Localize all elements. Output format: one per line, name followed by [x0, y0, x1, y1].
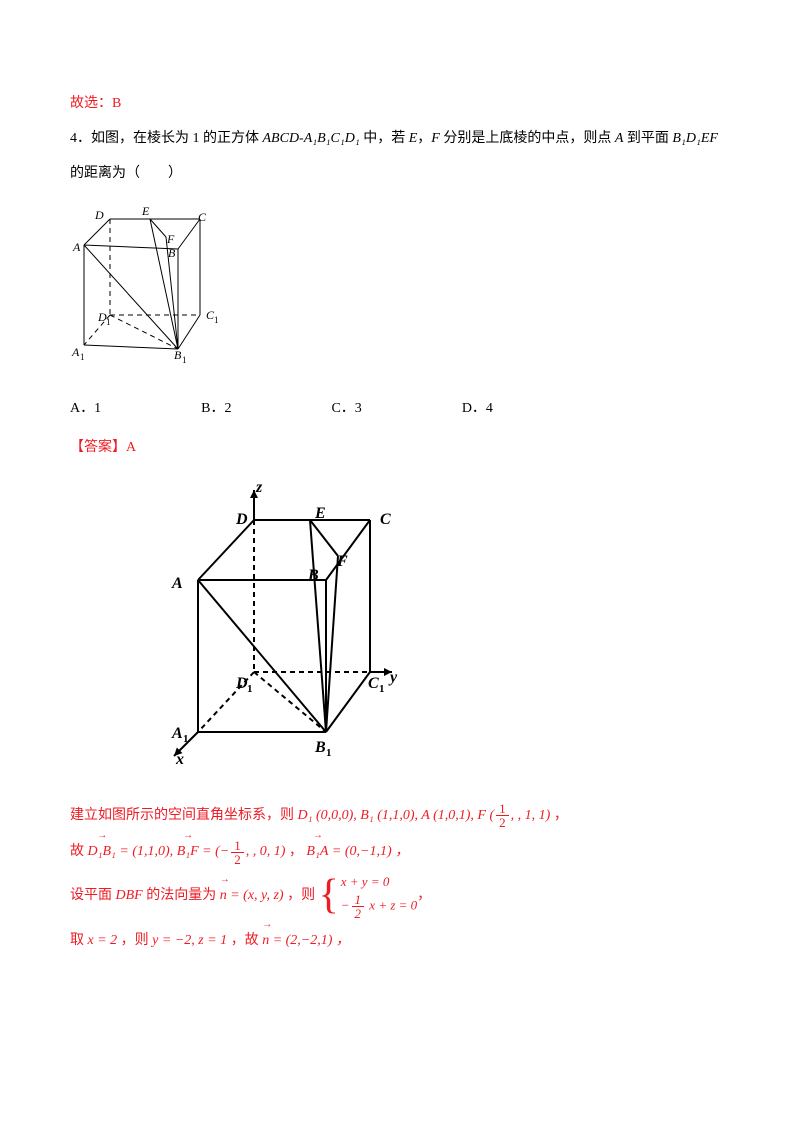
svg-text:A: A: [72, 240, 81, 254]
sol1-post-t: , 1, 1: [518, 808, 546, 823]
svg-text:E: E: [141, 204, 150, 218]
sol4-m1: ，则: [117, 933, 152, 948]
sol2-v3v: = (0,−1,1) ，: [328, 844, 409, 859]
sys-row2: −12 x + z = 0: [341, 893, 417, 920]
svg-text:C: C: [198, 210, 207, 224]
question-text: 4．如图，在棱长为 1 的正方体 ABCD-A₁B₁C₁D₁ 中，若 E，F 分…: [70, 124, 724, 155]
svg-text:D: D: [94, 208, 104, 222]
svg-text:1: 1: [106, 317, 111, 327]
svg-text:D: D: [235, 511, 248, 528]
answer-value: A: [126, 440, 136, 455]
option-d: D．4: [462, 394, 493, 425]
sol4-pre: 取: [70, 933, 88, 948]
svg-text:1: 1: [183, 733, 189, 745]
sol1-fd: 2: [496, 816, 509, 829]
svg-text:z: z: [255, 479, 263, 496]
sol3-nv: = (x, y, z): [227, 888, 287, 903]
sys-r2-pre: −: [341, 897, 350, 912]
solution-line-1: 建立如图所示的空间直角坐标系，则 D₁ (0,0,0), B₁ (1,1,0),…: [70, 801, 724, 832]
sys-fd: 2: [352, 907, 365, 920]
svg-text:F: F: [166, 232, 175, 246]
option-a: A．1: [70, 394, 101, 425]
prev-answer: 故选：B: [70, 89, 724, 120]
figure-1-cube: DECFABD1C1A1B1: [70, 201, 724, 382]
sol2-lp: (−: [215, 844, 229, 859]
sol2-v2post: , 0, 1: [253, 844, 281, 859]
svg-text:E: E: [314, 505, 326, 522]
svg-text:B: B: [307, 567, 319, 584]
svg-text:x: x: [175, 751, 184, 768]
sol4-x: x = 2: [88, 933, 118, 948]
sol3-then: ，则: [287, 888, 315, 903]
sol2-rp: , , 0, 1): [246, 844, 286, 859]
sol1-coords: D₁ (0,0,0), B₁ (1,1,0), A (1,0,1), F: [298, 808, 486, 823]
svg-text:B: B: [174, 348, 182, 362]
sol1-fn: 1: [496, 802, 509, 816]
sol2-v2: B₁F: [177, 835, 199, 868]
q-num: 4．: [70, 131, 91, 146]
svg-text:B: B: [314, 739, 326, 756]
q-t2: 中，若: [360, 131, 409, 146]
sol2-v2pre: =: [199, 844, 215, 859]
svg-text:A: A: [71, 345, 80, 359]
sol3-end: ，: [417, 888, 431, 903]
sol2-v1v: = (1,1,0),: [116, 844, 177, 859]
svg-text:1: 1: [214, 315, 219, 325]
equation-system: { x + y = 0 −12 x + z = 0: [319, 872, 418, 920]
sol2-mid: ，: [285, 844, 306, 859]
q-t3: 分别是上底棱的中点，则点: [440, 131, 615, 146]
svg-text:1: 1: [182, 355, 187, 365]
answer-line: 【答案】A: [70, 433, 724, 464]
q-e: E: [409, 131, 418, 146]
svg-text:B: B: [168, 246, 176, 260]
sol4-yz: y = −2, z = 1: [152, 933, 227, 948]
svg-text:1: 1: [379, 683, 385, 695]
sol3-n: n: [220, 879, 227, 912]
sol1-pre: 建立如图所示的空间直角坐标系，则: [70, 808, 298, 823]
sol3-plane: DBF: [116, 888, 143, 903]
question-text-2: 的距离为（ ）: [70, 159, 724, 190]
sol3-mid: 的法向量为: [143, 888, 220, 903]
sol2-v1: D₁B₁: [88, 835, 116, 868]
solution-line-3: 设平面 DBF 的法向量为 n = (x, y, z) ，则 { x + y =…: [70, 872, 724, 920]
brace-icon: {: [319, 879, 339, 913]
option-c: C．3: [331, 394, 361, 425]
solution-line-2: 故 D₁B₁ = (1,1,0), B₁F = (−12, , 0, 1) ， …: [70, 835, 724, 868]
sol4-n: n: [262, 924, 269, 957]
q-t1: 如图，在棱长为 1 的正方体: [91, 131, 263, 146]
figure-2-cube-coords: zDECABFD1C1yA1B1x: [90, 476, 724, 789]
sol2-pre: 故: [70, 844, 88, 859]
svg-text:C: C: [380, 511, 391, 528]
svg-text:1: 1: [247, 683, 253, 695]
svg-text:A: A: [171, 575, 183, 592]
sol2-fd: 2: [231, 853, 244, 866]
sol1-post: , , 1, 1): [511, 808, 551, 823]
options-row: A．1 B．2 C．3 D．4: [70, 394, 724, 425]
q-plane: B₁D₁EF: [672, 131, 718, 146]
solution-line-4: 取 x = 2 ，则 y = −2, z = 1 ，故 n = (2,−2,1)…: [70, 924, 724, 957]
svg-text:F: F: [336, 553, 348, 570]
q-t4: 到平面: [623, 131, 672, 146]
svg-text:C: C: [368, 675, 379, 692]
sol1-comma: ，: [554, 808, 568, 823]
sol2-v3: B₁A: [306, 835, 328, 868]
sys-fn: 1: [352, 893, 365, 907]
sol3-pre: 设平面: [70, 888, 116, 903]
sys-row1: x + y = 0: [341, 872, 417, 893]
sol2-fn: 1: [231, 839, 244, 853]
sys-r2-post: x + z = 0: [366, 897, 417, 912]
sol1-paren: (: [486, 808, 494, 823]
answer-label: 【答案】: [70, 440, 126, 455]
q-cube: ABCD-A₁B₁C₁D₁: [263, 131, 360, 146]
svg-text:A: A: [171, 725, 183, 742]
sol4-nv: = (2,−2,1) ，: [269, 933, 350, 948]
svg-text:1: 1: [326, 747, 332, 759]
sol4-m2: ，故: [227, 933, 262, 948]
svg-text:y: y: [388, 669, 398, 686]
svg-text:1: 1: [80, 352, 85, 362]
option-b: B．2: [201, 394, 231, 425]
q-c: ，: [417, 131, 431, 146]
q-f: F: [431, 131, 440, 146]
